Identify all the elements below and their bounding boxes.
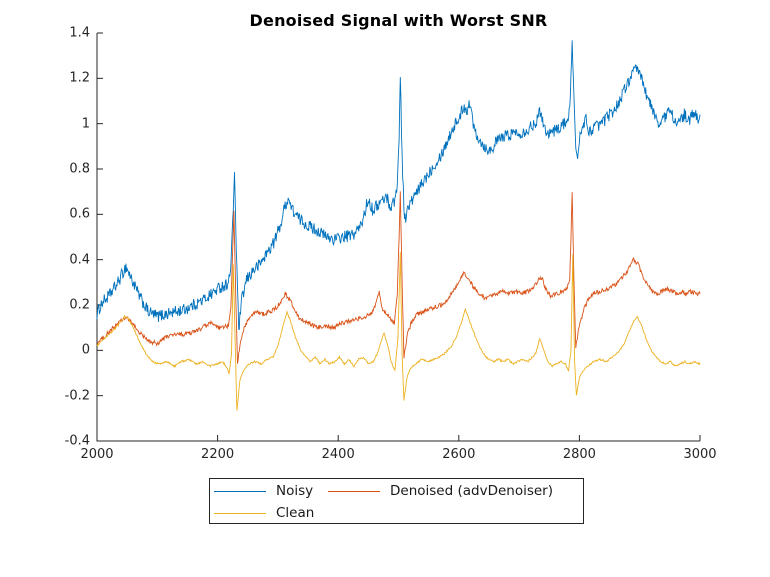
y-tick-label: 0 (81, 342, 90, 358)
x-tick-label: 2000 (80, 447, 114, 462)
y-tick-label: -0.2 (64, 388, 90, 404)
x-tick-label: 2800 (562, 447, 596, 462)
legend-item-clean: Clean (214, 503, 314, 523)
legend-label-noisy: Noisy (276, 483, 314, 499)
legend-box: Noisy Denoised (advDenoiser) Clean (209, 478, 584, 524)
y-tick-label: -0.4 (64, 433, 90, 449)
y-tick-label: 1.2 (69, 70, 90, 86)
x-tick-label: 2600 (442, 447, 476, 462)
y-tick-label: 0.6 (69, 206, 90, 222)
legend-item-denoised: Denoised (advDenoiser) (328, 481, 553, 501)
noisy-line-sample (214, 490, 266, 492)
legend-label-clean: Clean (276, 505, 315, 521)
y-tick-label: 0.2 (69, 297, 90, 313)
denoised-line-sample (328, 490, 380, 492)
chart-title: Denoised Signal with Worst SNR (249, 11, 548, 30)
y-tick-label: 0.8 (69, 161, 90, 177)
x-tick-label: 2400 (321, 447, 355, 462)
legend-item-noisy: Noisy (214, 481, 313, 501)
x-tick-label: 3000 (683, 447, 717, 462)
denoised-line (96, 191, 701, 364)
clean-line (96, 252, 701, 411)
x-tick-label: 2200 (201, 447, 235, 462)
y-tick-label: 1 (81, 116, 90, 132)
clean-line-sample (214, 512, 266, 514)
noisy-line (96, 40, 701, 330)
y-tick-label: 1.4 (69, 25, 90, 41)
legend-label-denoised: Denoised (advDenoiser) (390, 483, 553, 499)
y-tick-label: 0.4 (69, 252, 90, 268)
